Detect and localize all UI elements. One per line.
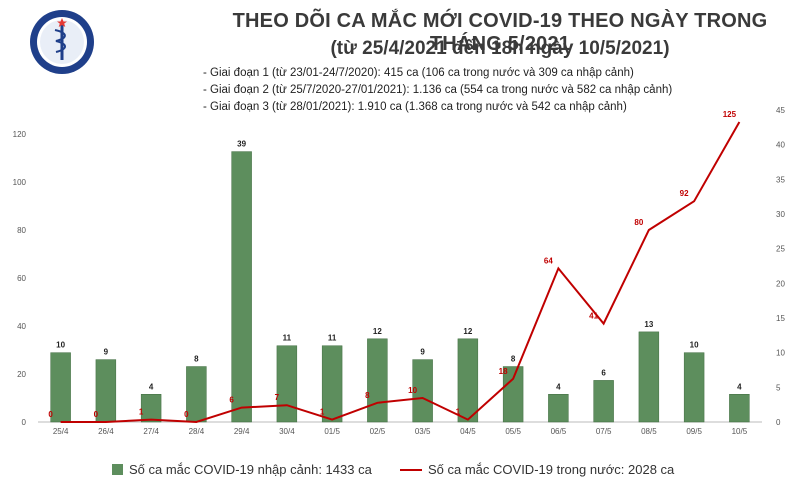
- y-left-tick-label: 100: [13, 178, 27, 187]
- line-value-label: 1: [139, 408, 144, 417]
- bar-value-label: 4: [737, 382, 742, 391]
- bar-imported: [276, 345, 298, 423]
- line-value-label: 64: [544, 256, 553, 265]
- line-value-label: 92: [680, 189, 689, 198]
- bar-imported: [50, 352, 71, 423]
- x-tick-label: 27/4: [143, 427, 159, 436]
- bar-imported: [638, 331, 660, 423]
- line-value-label: 0: [48, 410, 53, 419]
- bar-value-label: 8: [511, 355, 516, 364]
- bar-value-label: 6: [601, 368, 606, 377]
- line-value-label: 41: [589, 312, 598, 321]
- bar-imported: [231, 151, 252, 423]
- bar-value-label: 10: [690, 341, 699, 350]
- x-tick-label: 25/4: [53, 427, 69, 436]
- y-right-tick-label: 20: [776, 279, 785, 288]
- x-tick-label: 01/5: [324, 427, 340, 436]
- line-value-label: 8: [365, 391, 370, 400]
- bar-value-label: 39: [237, 140, 246, 149]
- bar-value-label: 12: [373, 327, 382, 336]
- chart-title: THEO DÕI CA MẮC MỚI COVID-19 THEO NGÀY T…: [232, 10, 768, 55]
- bar-imported: [412, 359, 433, 423]
- y-right-tick-label: 25: [776, 245, 785, 254]
- phase-note-1: - Giai đoạn 1 (từ 23/01-24/7/2020): 415 …: [203, 67, 634, 79]
- x-tick-label: 08/5: [641, 427, 657, 436]
- phase-note-3: - Giai đoạn 3 (từ 28/01/2021): 1.910 ca …: [203, 101, 627, 113]
- legend-label-imported: Số ca mắc COVID-19 nhập cảnh: 1433 ca: [129, 462, 372, 477]
- bar-imported: [593, 380, 614, 423]
- bar-value-label: 11: [283, 334, 292, 343]
- bar-value-label: 4: [149, 382, 154, 391]
- x-tick-label: 09/5: [686, 427, 702, 436]
- bar-imported: [548, 394, 569, 423]
- y-right-tick-label: 45: [776, 106, 785, 115]
- x-tick-label: 03/5: [415, 427, 431, 436]
- y-left-tick-label: 40: [17, 322, 26, 331]
- x-tick-label: 05/5: [505, 427, 521, 436]
- bar-imported: [502, 366, 524, 423]
- series-line-domestic: [60, 121, 741, 424]
- bar-imported: [140, 394, 162, 423]
- y-left-tick-label: 60: [17, 274, 26, 283]
- y-right-tick-label: 40: [776, 141, 785, 150]
- y-right-tick-label: 10: [776, 349, 785, 358]
- line-value-label: 1: [456, 408, 461, 417]
- line-value-label: 18: [499, 367, 508, 376]
- legend-label-domestic: Số ca mắc COVID-19 trong nước: 2028 ca: [428, 462, 675, 477]
- line-value-label: 6: [229, 396, 234, 405]
- bar-imported: [186, 366, 207, 423]
- bar-value-label: 8: [194, 355, 199, 364]
- legend-item-domestic: Số ca mắc COVID-19 trong nước: 2028 ca: [400, 462, 674, 477]
- y-right-tick-label: 30: [776, 210, 785, 219]
- bar-imported: [457, 338, 479, 423]
- line-value-label: 0: [94, 410, 99, 419]
- y-right-tick-label: 5: [776, 383, 781, 392]
- bar-imported: [321, 345, 343, 423]
- x-tick-label: 30/4: [279, 427, 295, 436]
- x-tick-label: 29/4: [234, 427, 250, 436]
- bar-value-label: 9: [104, 348, 109, 357]
- y-right-tick-label: 0: [776, 418, 781, 427]
- bar-imported: [683, 352, 705, 423]
- line-value-label: 1: [320, 408, 325, 417]
- y-right-tick-label: 15: [776, 314, 785, 323]
- ministry-of-health-logo: [30, 10, 94, 74]
- bar-value-label: 12: [463, 327, 472, 336]
- phase-note-2: - Giai đoạn 2 (từ 25/7/2020-27/01/2021):…: [203, 84, 673, 96]
- x-tick-label: 07/5: [596, 427, 612, 436]
- y-left-tick-label: 20: [17, 370, 26, 379]
- y-left-tick-label: 120: [13, 130, 27, 139]
- legend-item-imported: Số ca mắc COVID-19 nhập cảnh: 1433 ca: [112, 462, 372, 477]
- line-value-label: 10: [408, 386, 417, 395]
- bar-value-label: 13: [644, 320, 653, 329]
- bar-imported: [367, 338, 388, 423]
- line-value-label: 125: [723, 110, 737, 119]
- x-tick-label: 10/5: [732, 427, 748, 436]
- line-value-label: 0: [184, 410, 189, 419]
- legend-swatch-line: [400, 468, 422, 471]
- y-right-tick-label: 35: [776, 175, 785, 184]
- y-left-tick-label: 0: [22, 418, 27, 427]
- x-tick-label: 04/5: [460, 427, 476, 436]
- bar-value-label: 9: [420, 348, 425, 357]
- chart-legend: Số ca mắc COVID-19 nhập cảnh: 1433 ca Số…: [0, 462, 800, 482]
- chart-subtitle: (từ 25/4/2021 đến 18h ngày 10/5/2021): [330, 38, 670, 59]
- chart-area: 0204060801001200510152025303540451094839…: [13, 106, 786, 436]
- legend-swatch-bar: [112, 464, 123, 475]
- line-value-label: 7: [275, 393, 280, 402]
- bar-imported: [729, 394, 750, 423]
- y-left-tick-label: 80: [17, 226, 26, 235]
- x-tick-label: 28/4: [189, 427, 205, 436]
- x-tick-label: 06/5: [551, 427, 567, 436]
- line-value-label: 80: [634, 218, 643, 227]
- bar-value-label: 10: [56, 341, 65, 350]
- bar-value-label: 11: [328, 334, 337, 343]
- bar-imported: [95, 359, 117, 423]
- x-tick-label: 26/4: [98, 427, 114, 436]
- x-tick-label: 02/5: [370, 427, 386, 436]
- bar-value-label: 4: [556, 382, 561, 391]
